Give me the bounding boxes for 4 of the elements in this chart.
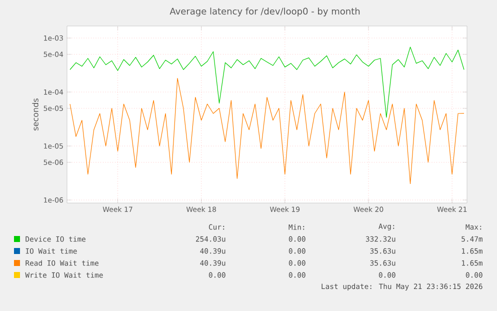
chart-title: Average latency for /dev/loop0 - by month bbox=[170, 8, 360, 16]
y-axis-title: seconds bbox=[32, 98, 38, 130]
line-series bbox=[70, 78, 464, 184]
line-series bbox=[70, 46, 464, 118]
